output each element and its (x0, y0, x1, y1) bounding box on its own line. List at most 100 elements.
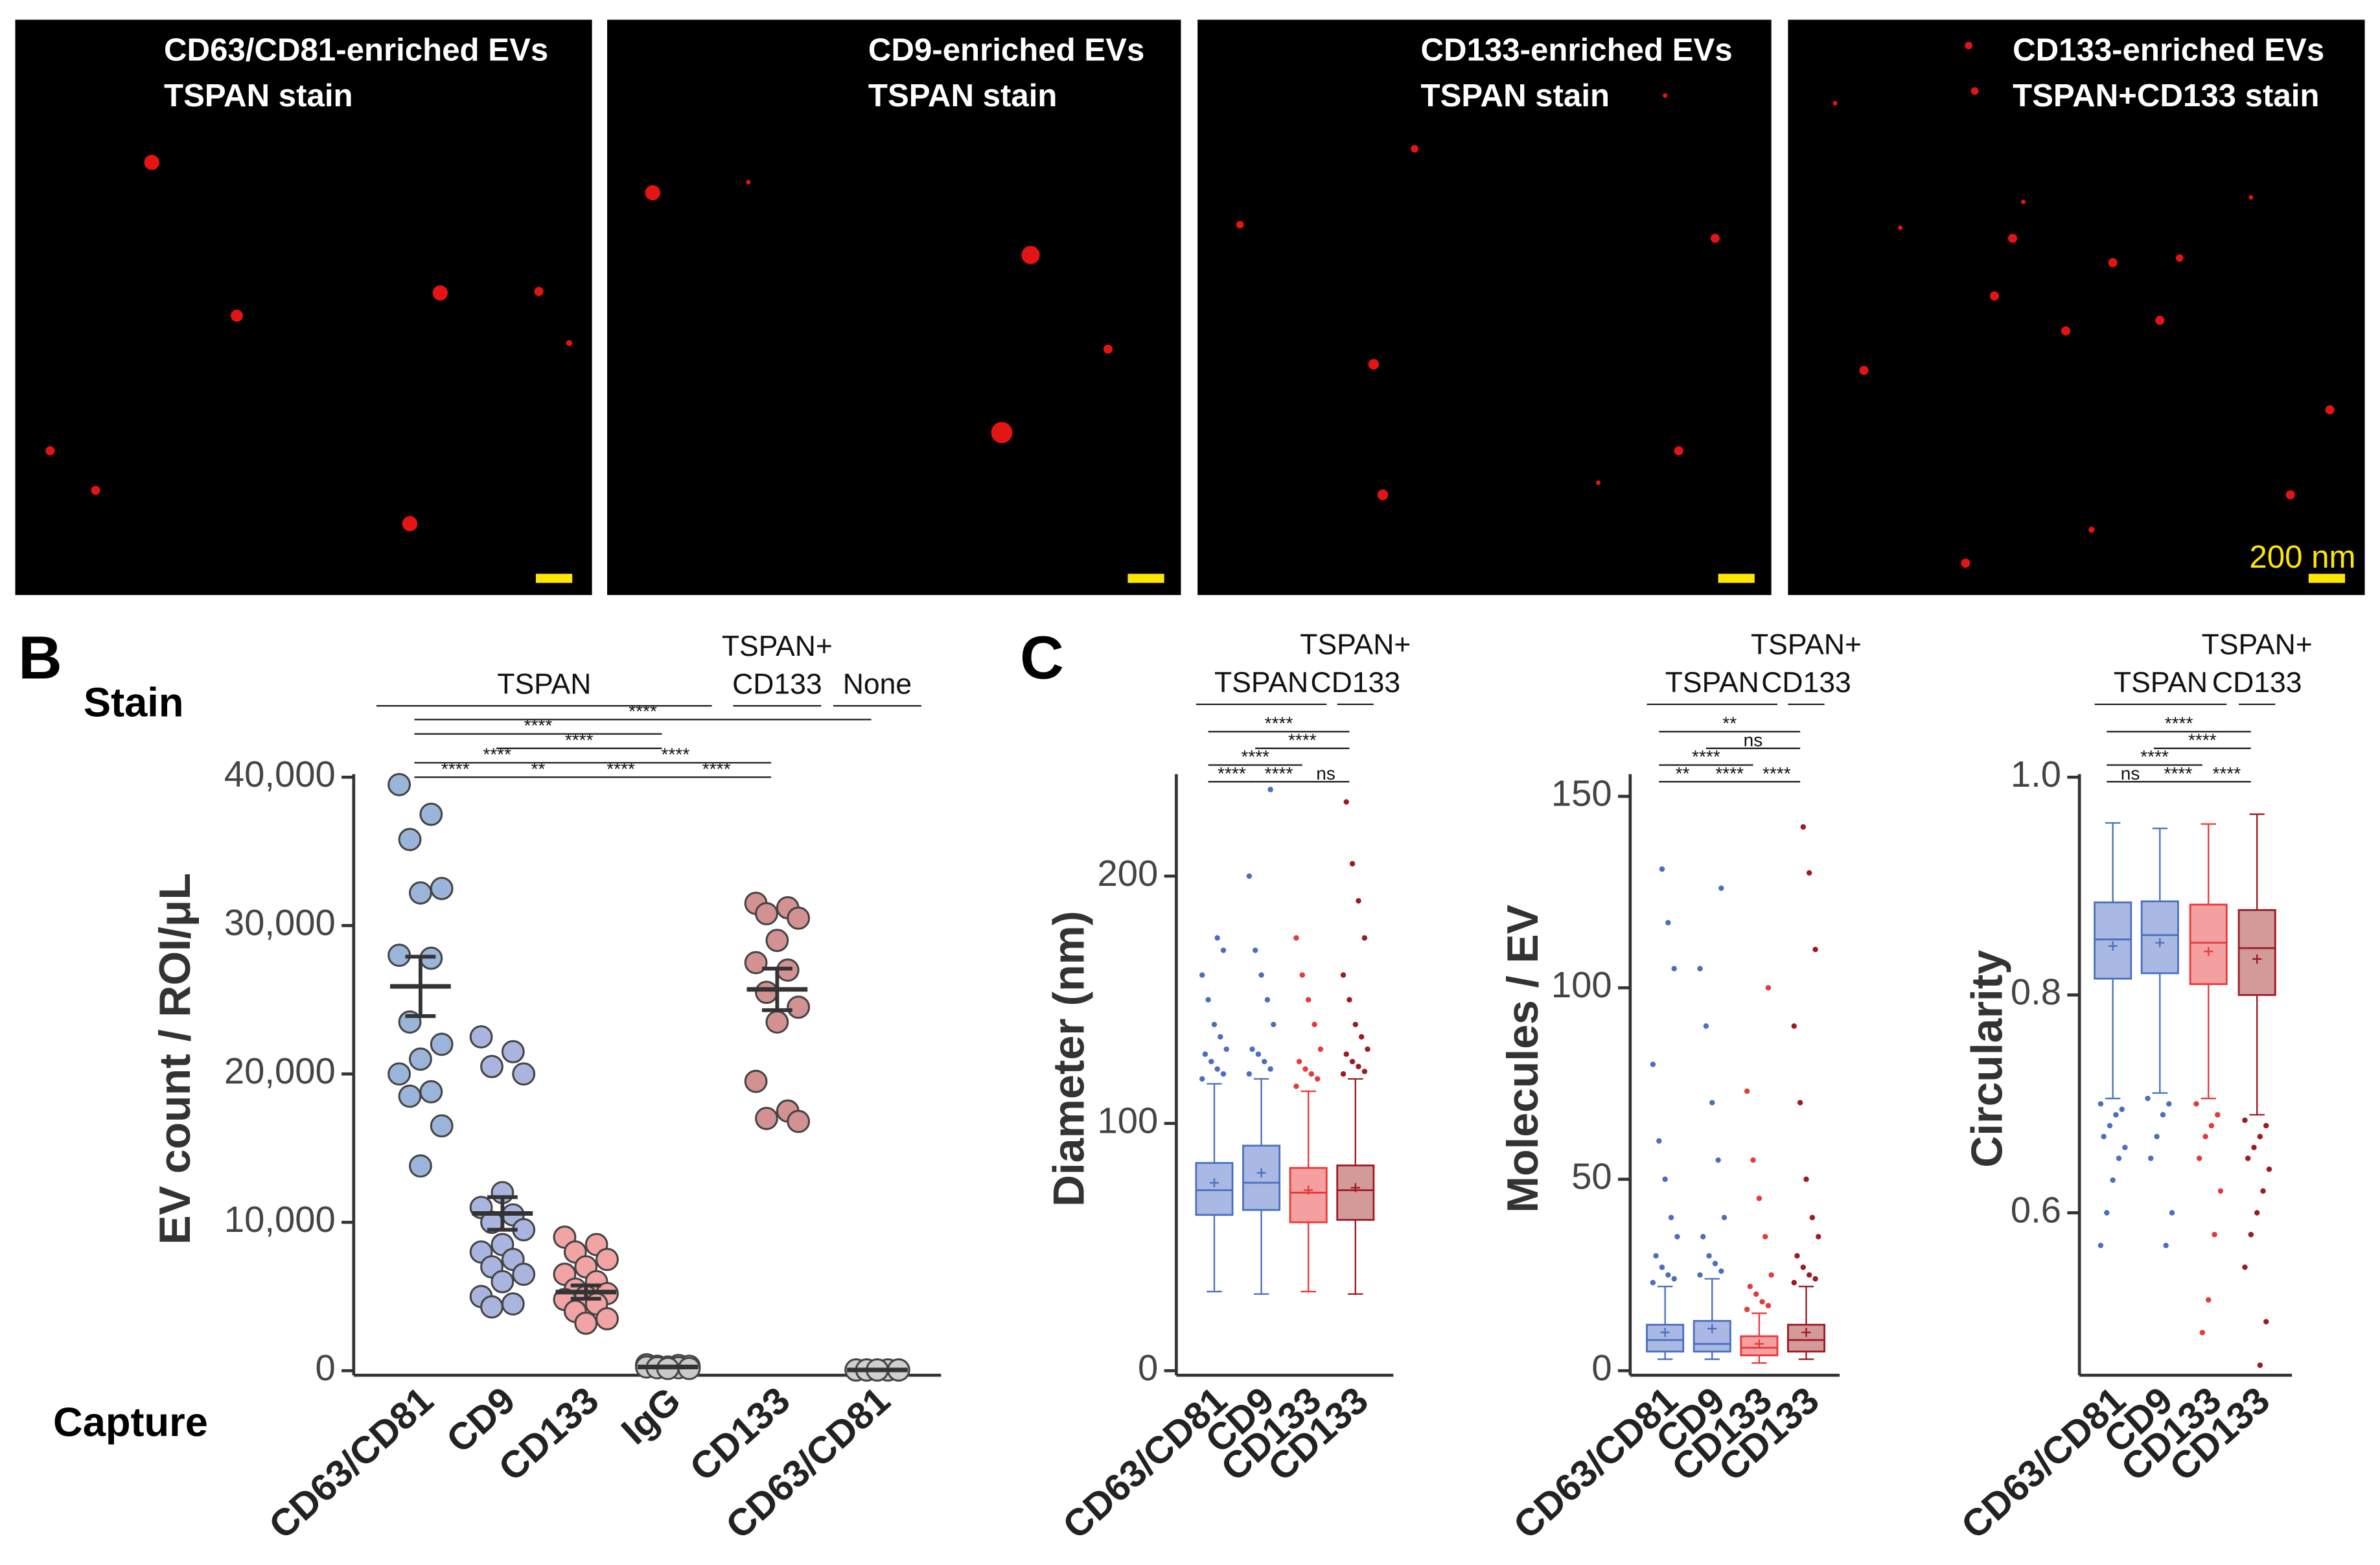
outlier (1255, 1051, 1262, 1057)
outlier (1806, 870, 1812, 876)
outlier (1768, 1272, 1774, 1278)
outlier (2266, 1166, 2272, 1172)
box (2140, 900, 2179, 975)
whisker (1253, 1078, 1269, 1146)
comparison-label: **** (2140, 747, 2169, 767)
outlier (2257, 1362, 2263, 1368)
comparison-label: **** (702, 759, 731, 779)
outlier (1340, 1071, 1346, 1077)
scale-bar (1718, 574, 1755, 583)
outlier (1718, 885, 1724, 891)
outlier (1706, 1253, 1712, 1259)
data-point (765, 929, 789, 953)
outlier (1794, 1253, 1800, 1259)
whisker (1704, 1351, 1720, 1360)
data-point (430, 1114, 454, 1138)
outlier (2199, 1330, 2206, 1336)
outlier (1267, 1066, 1273, 1072)
comparison-label: ns (1744, 730, 1763, 750)
y-tick-label: 0 (1138, 1347, 1158, 1388)
spots (45, 41, 2335, 568)
outlier (1253, 947, 1258, 953)
outlier (1199, 1076, 1205, 1082)
y-tick-label: 0.6 (2011, 1189, 2061, 1230)
outlier (1246, 1071, 1253, 1077)
error-bar (405, 955, 436, 1018)
box (1195, 1162, 1234, 1216)
comparison-label: **** (2212, 763, 2241, 783)
outlier (1665, 920, 1671, 926)
outlier (2101, 1133, 2107, 1140)
outlier (1715, 1157, 1721, 1163)
comparison-label: **** (1692, 747, 1720, 767)
y-tick-label: 0 (1591, 1347, 1612, 1388)
outlier (1800, 1264, 1807, 1270)
whisker (1253, 1210, 1269, 1295)
outlier (1356, 898, 1361, 904)
y-tick-label: 100 (1551, 964, 1612, 1005)
outlier (1315, 1076, 1321, 1082)
y-tick-label: 1.0 (2011, 754, 2061, 794)
outlier (2163, 1242, 2169, 1249)
whisker (1657, 1286, 1673, 1325)
outlier (1346, 997, 1352, 1003)
outlier (1744, 1088, 1750, 1095)
y-tick-label: 10,000 (224, 1199, 336, 1240)
data-point (480, 1054, 503, 1078)
group-label: TSPAN (1214, 667, 1308, 699)
data-point (501, 1039, 525, 1063)
outlier (2254, 1210, 2260, 1216)
mean-marker (1350, 1183, 1360, 1192)
y-tick-label: 40,000 (224, 754, 336, 794)
box (1242, 1144, 1281, 1211)
outlier (2119, 1106, 2125, 1113)
whisker (1300, 1222, 1316, 1293)
outlier (1762, 1234, 1768, 1240)
data-point (765, 1010, 789, 1034)
outlier (1349, 861, 1356, 867)
outlier (1718, 1268, 1724, 1274)
comparison-label: ns (2121, 763, 2140, 783)
outlier (1246, 873, 1253, 879)
whisker (2152, 973, 2167, 1094)
outlier (2263, 1122, 2269, 1129)
image-caption: TSPAN stain (164, 78, 353, 113)
outlier (1659, 866, 1665, 872)
comparison-label: ns (1316, 763, 1335, 783)
data-point (574, 1311, 598, 1335)
outlier (1816, 1234, 1821, 1240)
outlier (2248, 1231, 2254, 1238)
y-tick-label: 50 (1571, 1156, 1612, 1197)
data-point (501, 1292, 525, 1316)
data-point (408, 881, 432, 905)
box (2189, 903, 2228, 986)
data-point (755, 980, 778, 1004)
whisker (1207, 1083, 1222, 1163)
whisker (1348, 1220, 1363, 1295)
data-point (755, 902, 778, 925)
error-bar (487, 1195, 518, 1232)
data-point (469, 1025, 493, 1049)
scale-bar (2308, 574, 2346, 583)
panel-label: A (21, 24, 65, 92)
group-label: CD133 (1761, 667, 1851, 699)
data-point (787, 1109, 811, 1133)
outlier (2113, 1112, 2119, 1118)
comparison-label: **** (565, 730, 594, 750)
outlier (1218, 1034, 1223, 1040)
outlier (2104, 1210, 2110, 1216)
outlier (2242, 1264, 2248, 1270)
whisker (2105, 979, 2121, 1100)
outlier (1712, 1260, 1718, 1266)
outlier (2215, 1112, 2221, 1118)
outlier (1208, 1058, 1214, 1065)
mean-marker (1707, 1324, 1717, 1334)
outlier (2116, 1155, 2122, 1161)
comparison-label: **** (2165, 713, 2193, 734)
outlier (1765, 1303, 1772, 1308)
outlier (1220, 947, 1227, 953)
outlier (1361, 935, 1368, 941)
outlier (1358, 1034, 1365, 1040)
outlier (1750, 1157, 1756, 1163)
outlier (1659, 1264, 1665, 1270)
